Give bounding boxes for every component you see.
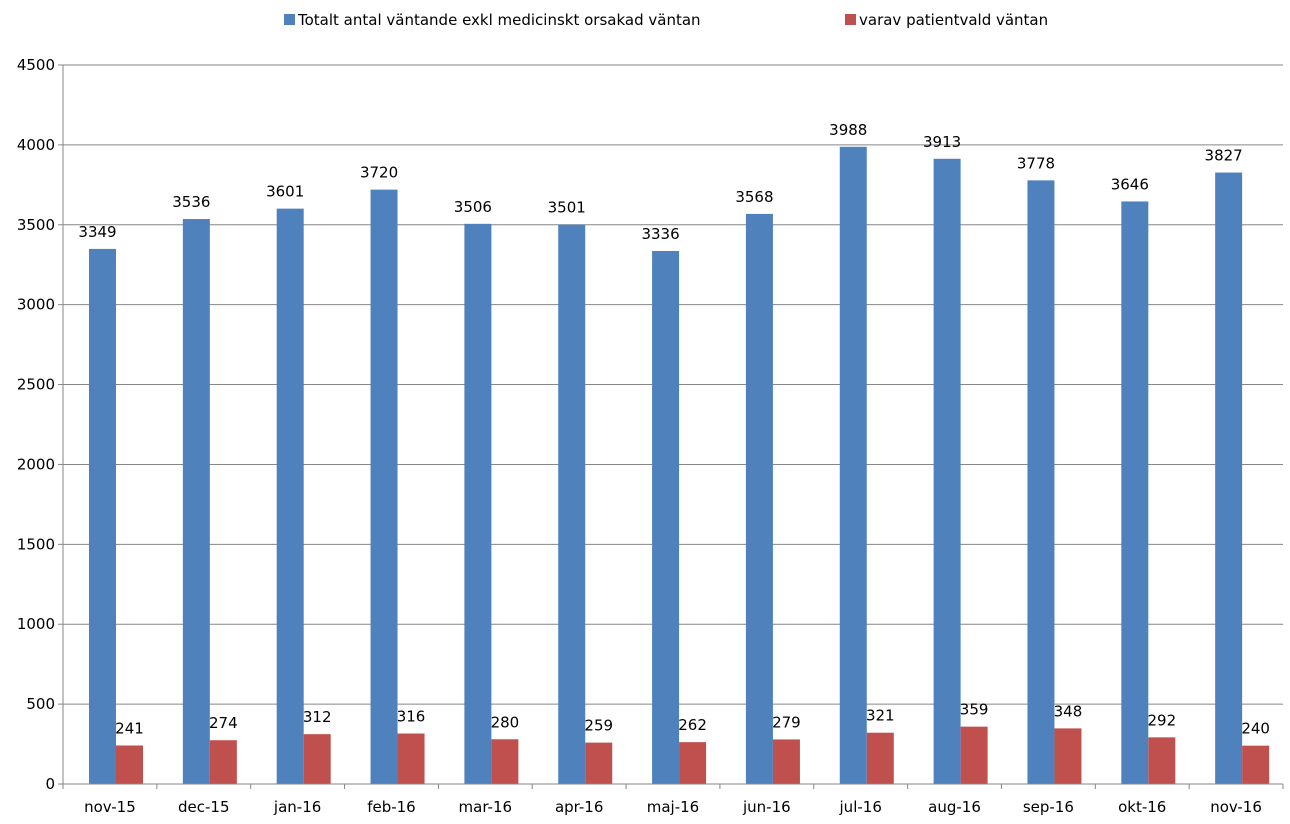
data-label-total: 3720 bbox=[360, 164, 398, 182]
legend: Totalt antal väntande exkl medicinskt or… bbox=[284, 11, 1048, 29]
bar-patient bbox=[866, 732, 894, 784]
data-label-total: 3778 bbox=[1017, 154, 1055, 172]
x-tick-label: aug-16 bbox=[928, 798, 981, 816]
bar-total bbox=[89, 248, 116, 784]
data-label-patient: 279 bbox=[772, 713, 801, 731]
x-tick-label: dec-15 bbox=[178, 798, 230, 816]
data-label-patient: 240 bbox=[1241, 720, 1270, 738]
bar-total bbox=[370, 189, 398, 785]
data-label-patient: 259 bbox=[584, 717, 613, 735]
data-label-total: 3536 bbox=[172, 193, 210, 211]
y-tick-label: 4500 bbox=[17, 56, 55, 74]
data-labels: 3349 241 3536 274 3601 312 3720 316 3506 280 3501 2… bbox=[78, 121, 1270, 738]
data-label-patient: 359 bbox=[960, 701, 989, 719]
legend-label-total: Totalt antal väntande exkl medicinskt or… bbox=[297, 11, 701, 29]
y-tick-label: 4000 bbox=[17, 136, 55, 154]
data-label-patient: 274 bbox=[209, 714, 238, 732]
bar-patient bbox=[960, 726, 988, 784]
bars bbox=[89, 146, 1270, 785]
data-label-patient: 348 bbox=[1054, 702, 1083, 720]
bar-total bbox=[745, 213, 773, 784]
y-tick-label: 1500 bbox=[17, 535, 55, 553]
x-tick-label: feb-16 bbox=[367, 798, 416, 816]
x-tick-label: jun-16 bbox=[742, 798, 791, 816]
data-label-patient: 241 bbox=[115, 719, 144, 737]
data-label-total: 3646 bbox=[1111, 175, 1149, 193]
x-tick-label: jan-16 bbox=[273, 798, 321, 816]
bar-total bbox=[1027, 180, 1055, 784]
data-label-total: 3913 bbox=[923, 133, 961, 151]
data-label-patient: 321 bbox=[866, 707, 895, 725]
x-tick-label: jul-16 bbox=[839, 798, 882, 816]
data-label-total: 3568 bbox=[735, 188, 773, 206]
data-label-total: 3501 bbox=[548, 199, 586, 217]
bar-patient bbox=[303, 734, 331, 784]
y-axis-ticks: 0 500 1000 1500 2000 2500 3000 3500 4000 4500 bbox=[17, 56, 63, 793]
data-label-patient: 280 bbox=[491, 713, 520, 731]
data-label-total: 3349 bbox=[78, 223, 116, 241]
bar-total bbox=[464, 223, 492, 785]
data-label-total: 3988 bbox=[829, 121, 867, 139]
bar-patient bbox=[679, 742, 707, 784]
bar-patient bbox=[397, 733, 425, 784]
x-tick-label: sep-16 bbox=[1023, 798, 1074, 816]
bar-patient bbox=[116, 745, 143, 784]
data-label-patient: 316 bbox=[397, 708, 426, 726]
bar-total bbox=[1215, 172, 1243, 784]
data-label-total: 3336 bbox=[641, 225, 679, 243]
y-tick-label: 2000 bbox=[17, 455, 55, 473]
y-tick-label: 3000 bbox=[17, 296, 55, 314]
bar-patient bbox=[1148, 737, 1176, 784]
data-label-total: 3601 bbox=[266, 183, 304, 201]
bar-patient bbox=[585, 742, 613, 784]
bar-total bbox=[652, 250, 680, 785]
x-tick-label: nov-16 bbox=[1210, 798, 1262, 816]
bar-total bbox=[558, 224, 586, 785]
legend-label-patient: varav patientvald väntan bbox=[859, 11, 1048, 29]
data-label-total: 3827 bbox=[1205, 147, 1243, 165]
bar-total bbox=[182, 219, 210, 785]
bar-patient bbox=[772, 739, 800, 784]
bar-patient bbox=[1242, 745, 1270, 784]
data-label-patient: 292 bbox=[1147, 711, 1176, 729]
bar-patient bbox=[1054, 728, 1082, 784]
bar-total bbox=[276, 208, 304, 784]
legend-swatch-total bbox=[284, 14, 295, 25]
data-label-patient: 312 bbox=[303, 708, 332, 726]
bar-total bbox=[1121, 201, 1149, 785]
bar-patient bbox=[209, 740, 237, 784]
x-tick-label: nov-15 bbox=[84, 798, 136, 816]
bar-total bbox=[933, 158, 961, 784]
y-tick-label: 2500 bbox=[17, 376, 55, 394]
data-label-patient: 262 bbox=[678, 716, 707, 734]
x-tick-label: mar-16 bbox=[459, 798, 513, 816]
bar-patient bbox=[491, 739, 519, 784]
x-axis-ticks: nov-15 dec-15 jan-16 feb-16 mar-16 apr-16 maj-… bbox=[62, 784, 1284, 816]
legend-swatch-patient bbox=[845, 14, 856, 25]
data-label-total: 3506 bbox=[454, 198, 492, 216]
y-tick-label: 1000 bbox=[17, 615, 55, 633]
y-tick-label: 500 bbox=[26, 695, 55, 713]
axes bbox=[62, 65, 1283, 785]
y-tick-label: 0 bbox=[45, 775, 55, 793]
x-tick-label: maj-16 bbox=[647, 798, 699, 816]
x-tick-label: okt-16 bbox=[1118, 798, 1166, 816]
x-tick-label: apr-16 bbox=[555, 798, 603, 816]
bar-total bbox=[839, 146, 867, 785]
y-tick-label: 3500 bbox=[17, 216, 55, 234]
